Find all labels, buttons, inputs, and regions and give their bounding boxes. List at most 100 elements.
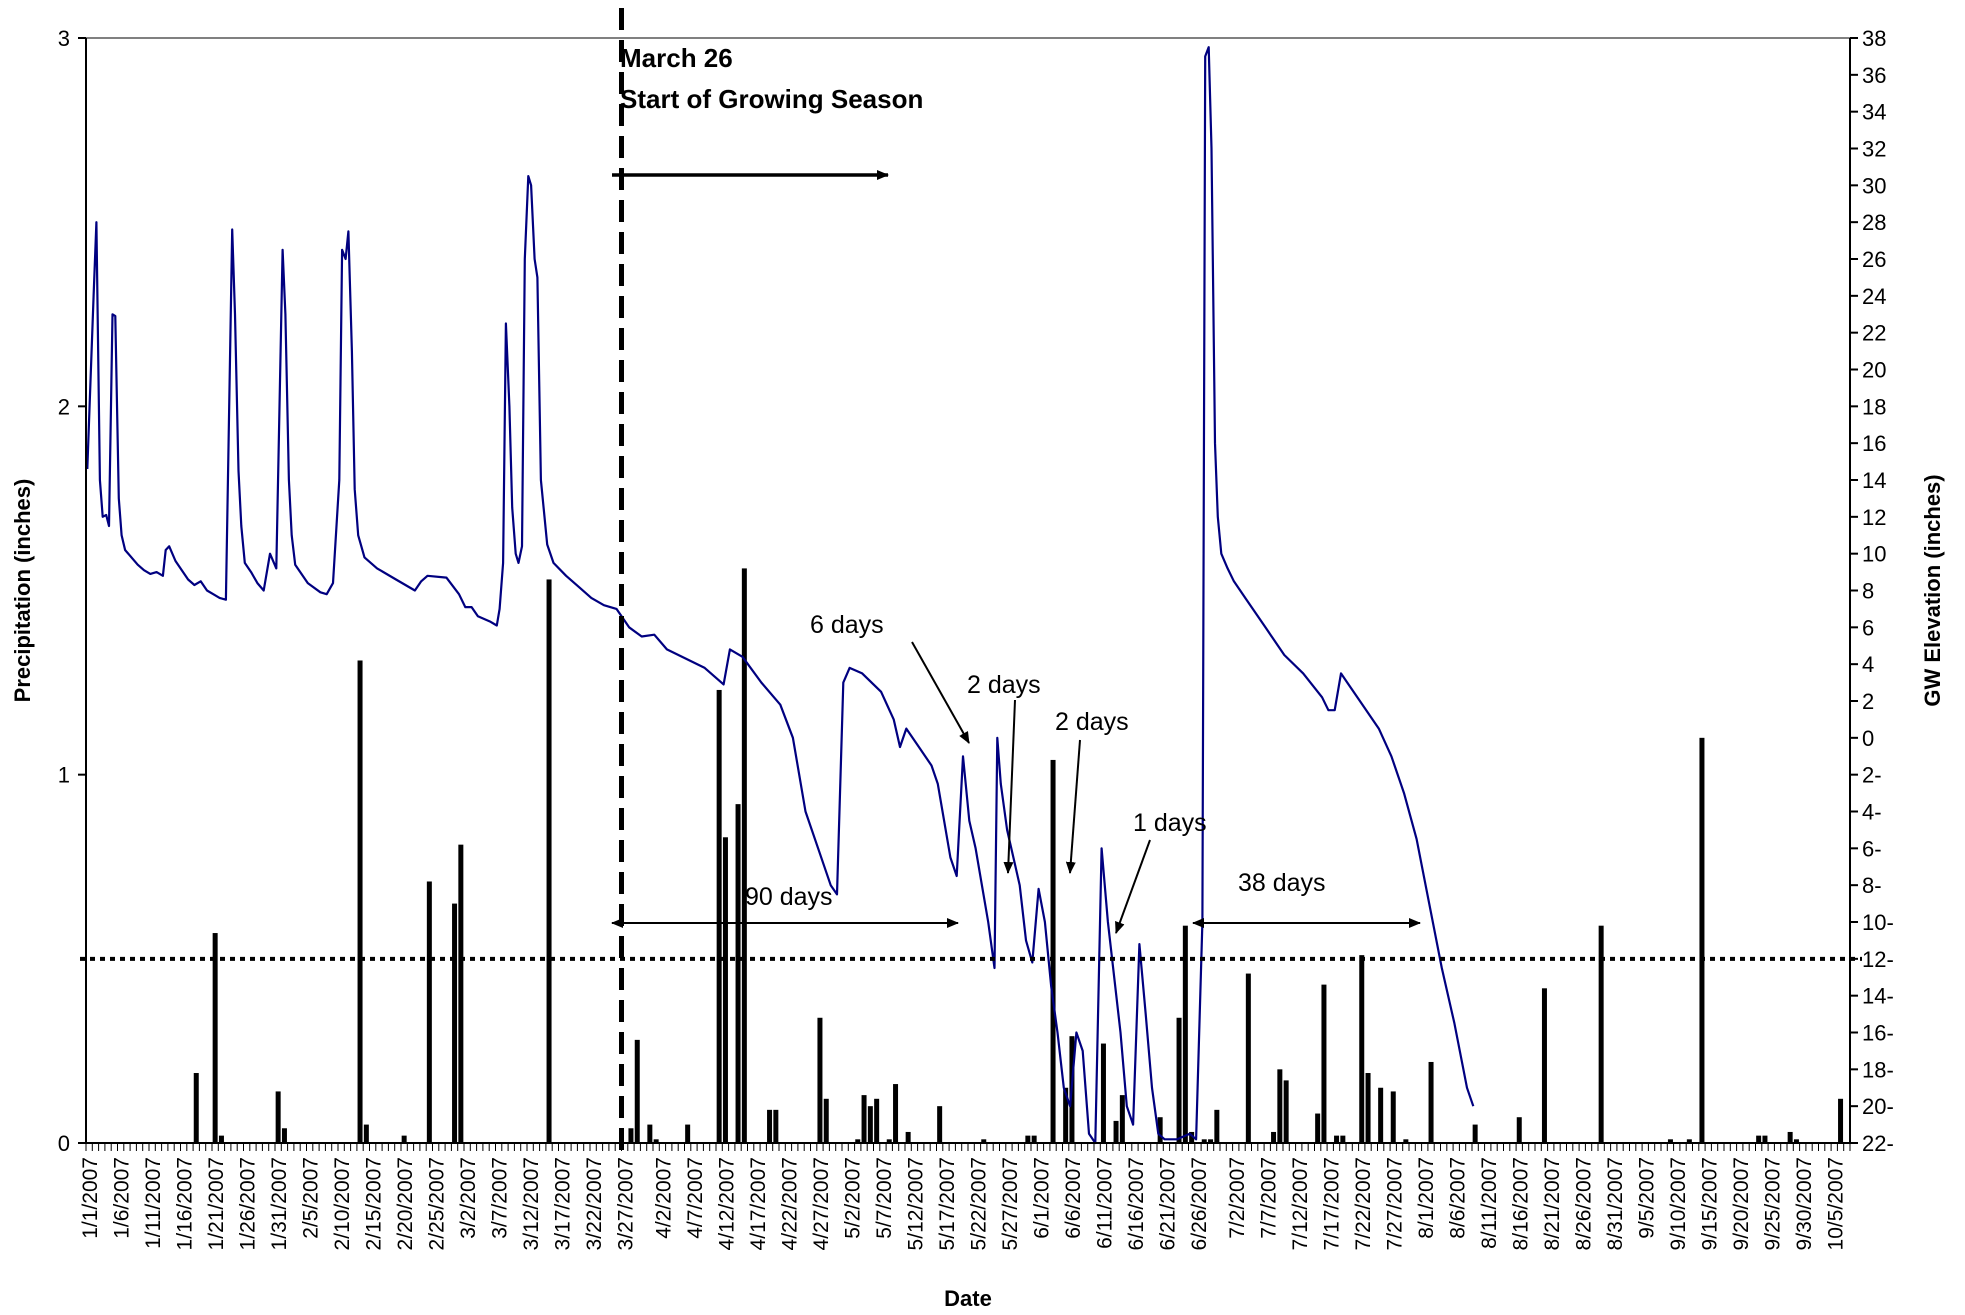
precip-bar — [886, 1139, 892, 1143]
x-tick-label: 7/22/2007 — [1352, 1157, 1375, 1250]
x-tick-label: 6/16/2007 — [1125, 1157, 1148, 1250]
x-tick-label: 5/12/2007 — [904, 1157, 927, 1250]
x-tick-label: 4/7/2007 — [684, 1157, 707, 1239]
right-tick-label: 10 — [1862, 542, 1886, 567]
precip-bar — [357, 660, 363, 1143]
x-tick-label: 4/27/2007 — [810, 1157, 833, 1250]
x-tick-label: 3/2/2007 — [457, 1157, 480, 1239]
precip-bar — [1201, 1139, 1207, 1143]
x-tick-label: 4/22/2007 — [778, 1157, 801, 1250]
annotation-march-26: March 26 — [620, 43, 733, 73]
precip-bar — [716, 689, 722, 1143]
annotation-6-days: 6 days — [810, 611, 884, 639]
precip-bar — [647, 1124, 653, 1143]
x-tick-label: 2/15/2007 — [363, 1157, 386, 1250]
precip-bar — [861, 1095, 867, 1143]
right-tick-label: 18 — [1862, 394, 1886, 419]
precip-bar — [855, 1139, 861, 1143]
x-tick-label: 5/7/2007 — [873, 1157, 896, 1239]
precip-bar — [212, 933, 218, 1143]
precip-bar — [937, 1106, 943, 1143]
annotation-2-days-b-pointer — [1065, 739, 1081, 874]
precip-bar — [741, 568, 747, 1143]
annotation-1-days: 1 days — [1133, 809, 1207, 837]
left-tick-label: 1 — [58, 763, 70, 788]
precip-bar — [1277, 1069, 1283, 1143]
right-tick-label: 8- — [1862, 873, 1882, 898]
precip-bar — [817, 1017, 823, 1143]
x-tick-label: 7/27/2007 — [1383, 1157, 1406, 1250]
x-tick-label: 1/1/2007 — [79, 1157, 102, 1239]
right-tick-label: 16 — [1862, 431, 1886, 456]
precip-bar — [1378, 1087, 1384, 1143]
annotation-2-days-b: 2 days — [1055, 708, 1129, 736]
precip-bar — [1189, 1131, 1195, 1143]
x-tick-label: 6/21/2007 — [1156, 1157, 1179, 1250]
right-tick-label: 2- — [1862, 763, 1882, 788]
right-tick-label: 14 — [1862, 468, 1886, 493]
precip-bar — [1541, 988, 1547, 1143]
x-tick-label: 8/31/2007 — [1604, 1157, 1627, 1250]
x-tick-label: 8/21/2007 — [1541, 1157, 1564, 1250]
x-tick-label: 1/31/2007 — [268, 1157, 291, 1250]
precip-bar — [1283, 1080, 1289, 1143]
x-tick-label: 9/25/2007 — [1761, 1157, 1784, 1250]
precip-bar — [1516, 1117, 1522, 1143]
precip-bar — [1838, 1098, 1844, 1143]
x-tick-label: 3/17/2007 — [552, 1157, 575, 1250]
precip-bar — [1271, 1131, 1277, 1143]
precip-bar — [546, 579, 552, 1143]
x-tick-label: 6/1/2007 — [1030, 1157, 1053, 1239]
left-tick-label: 3 — [58, 26, 70, 51]
x-tick-label: 1/21/2007 — [205, 1157, 228, 1250]
right-tick-label: 22- — [1862, 1131, 1894, 1156]
left-tick-label: 2 — [58, 394, 70, 419]
precip-bar — [1050, 759, 1056, 1143]
annotation-38-days: 38 days — [1238, 869, 1326, 897]
precip-bar — [1340, 1135, 1346, 1143]
precip-bar — [1214, 1109, 1220, 1143]
precip-bar — [1176, 1017, 1182, 1143]
x-tick-label: 9/15/2007 — [1698, 1157, 1721, 1250]
x-tick-label: 7/12/2007 — [1289, 1157, 1312, 1250]
left-tick-label: 0 — [58, 1131, 70, 1156]
x-tick-label: 1/6/2007 — [111, 1157, 134, 1239]
precip-bar — [1403, 1139, 1409, 1143]
precip-bar — [281, 1128, 287, 1143]
x-tick-label: 8/1/2007 — [1415, 1157, 1438, 1239]
x-tick-label: 1/26/2007 — [237, 1157, 260, 1250]
precip-bar — [458, 844, 464, 1143]
precip-bar — [1686, 1139, 1692, 1143]
x-tick-label: 2/10/2007 — [331, 1157, 354, 1250]
precip-bar — [1334, 1135, 1340, 1143]
precip-bar — [1598, 925, 1604, 1143]
x-tick-label: 5/27/2007 — [999, 1157, 1022, 1250]
right-tick-label: 6- — [1862, 836, 1882, 861]
x-tick-label: 2/20/2007 — [394, 1157, 417, 1250]
x-tick-label: 2/25/2007 — [426, 1157, 449, 1250]
precip-bar — [1031, 1135, 1037, 1143]
right-tick-label: 10- — [1862, 910, 1894, 935]
x-tick-label: 7/2/2007 — [1226, 1157, 1249, 1239]
x-tick-label: 10/5/2007 — [1824, 1157, 1847, 1250]
x-tick-label: 3/27/2007 — [615, 1157, 638, 1250]
x-tick-label: 4/17/2007 — [747, 1157, 770, 1250]
precip-bar — [773, 1109, 779, 1143]
precip-bar — [1472, 1124, 1478, 1143]
x-tick-label: 3/12/2007 — [520, 1157, 543, 1250]
x-tick-label: 1/11/2007 — [142, 1157, 165, 1249]
precip-bar — [874, 1098, 880, 1143]
x-tick-label: 9/5/2007 — [1635, 1157, 1658, 1239]
precip-bar — [1119, 1095, 1125, 1143]
right-tick-label: 20 — [1862, 358, 1886, 383]
precip-bar — [628, 1128, 634, 1143]
x-tick-label: 9/20/2007 — [1730, 1157, 1753, 1250]
precip-bar — [193, 1073, 199, 1143]
precip-bar — [735, 804, 741, 1143]
x-tick-label: 5/17/2007 — [936, 1157, 959, 1250]
precip-bar — [867, 1106, 873, 1143]
precip-bar — [653, 1139, 659, 1143]
precip-bar — [218, 1135, 224, 1143]
precip-bar — [1793, 1139, 1799, 1143]
annotations: March 26 Start of Growing Season 90 days… — [611, 43, 1421, 934]
